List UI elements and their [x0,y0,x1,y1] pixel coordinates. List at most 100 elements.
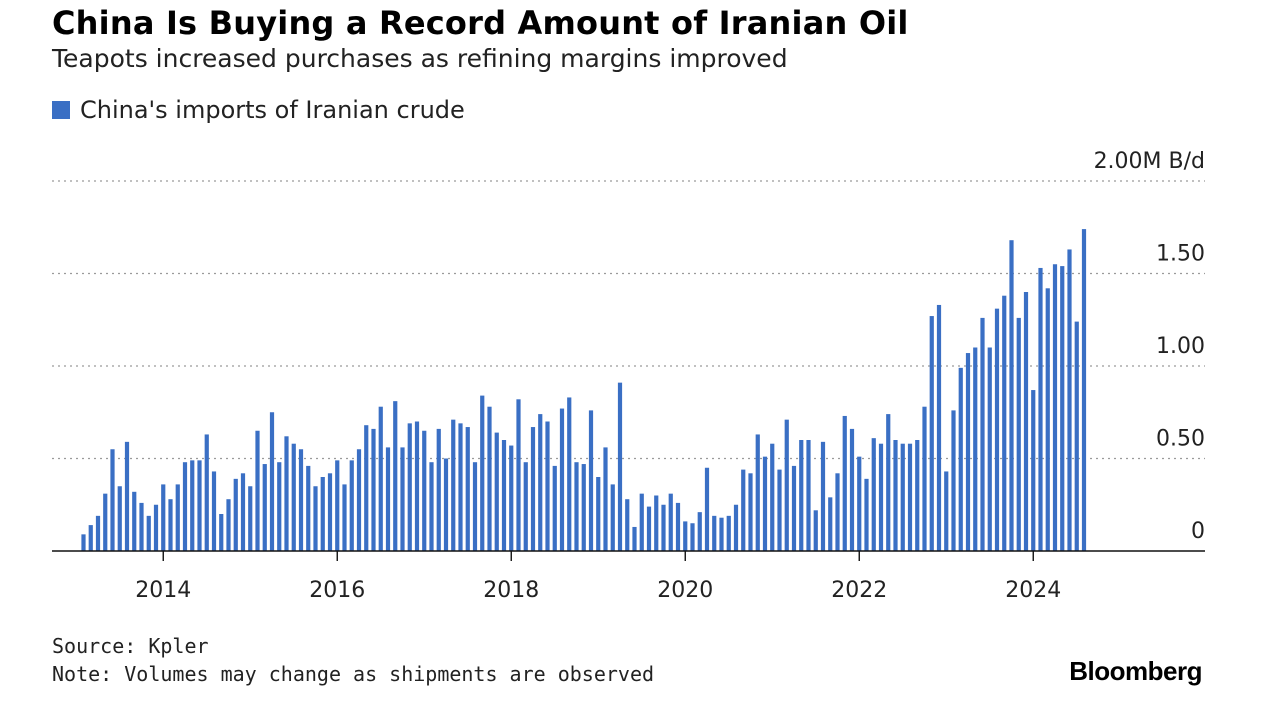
bar [414,421,420,551]
bar [994,308,1000,551]
bar [255,430,260,551]
bar [712,515,717,551]
bar [567,397,572,551]
bar [886,414,891,551]
bar [132,491,137,551]
chart-subtitle: Teapots increased purchases as refining … [52,44,788,73]
bar [161,484,166,551]
legend: China's imports of Iranian crude [52,96,465,124]
bar [806,440,811,551]
bar [849,428,855,551]
bar [973,347,978,551]
bar [284,436,289,551]
bar [1081,229,1087,551]
bar [182,462,188,551]
bar [342,484,347,551]
bar [487,406,492,551]
bar [190,460,195,551]
bar [646,506,652,551]
bar [581,464,586,551]
bar [219,514,224,551]
bar [726,515,731,551]
bar [371,428,376,551]
bar [378,406,383,551]
bar [907,443,913,551]
bar [298,449,304,551]
bar [820,441,826,551]
source-note: Source: Kpler [52,634,209,658]
bar [1052,264,1058,551]
bar [770,443,775,551]
bar [878,443,884,551]
chart-title: China Is Buying a Record Amount of Irani… [52,4,909,42]
bar [472,462,478,551]
x-tick-label: 2022 [831,578,887,603]
bar [110,449,115,551]
bar [400,447,405,551]
bar [146,515,151,551]
bar [124,441,130,551]
bar [516,399,521,551]
bar [233,478,238,551]
y-tick-label: 0.50 [1156,427,1205,452]
y-tick-label: 0 [1191,519,1205,544]
bar [574,462,579,551]
bar [639,493,644,551]
bar [320,477,325,551]
bar [777,469,782,551]
bar [393,401,398,551]
legend-label: China's imports of Iranian crude [80,96,465,124]
bar [1016,317,1021,551]
bar [480,395,485,551]
bar [153,504,159,551]
bar [625,499,630,551]
bar [422,430,427,551]
bar [552,465,557,551]
bar [458,423,463,551]
bar [690,523,695,551]
bar [139,502,144,551]
bar [429,462,434,551]
bar [306,465,311,551]
bar [697,512,702,551]
x-tick-label: 2024 [1005,578,1061,603]
bar [451,419,456,551]
bar [683,521,688,551]
bar [828,497,833,551]
bar [356,449,362,551]
bar [436,428,441,551]
bar [545,421,550,551]
bar [632,526,637,551]
x-tick-label: 2014 [135,578,191,603]
bar [81,534,86,551]
bar [327,473,333,551]
bar [349,460,354,551]
bar [364,425,369,551]
bar [175,484,180,551]
bar [1023,292,1029,551]
bar [277,462,282,551]
bar [103,493,108,551]
bar [741,469,746,551]
bar [965,353,971,551]
bar [987,347,992,551]
bar [538,414,543,551]
bar [1002,295,1007,551]
bar [900,443,905,551]
bar [893,440,898,551]
bar [958,367,963,551]
x-tick-label: 2020 [657,578,713,603]
bar [313,486,318,551]
bar [951,410,956,551]
x-tick-label: 2018 [483,578,539,603]
bar [610,484,615,551]
bar [784,419,789,551]
bar [262,464,267,551]
bar [654,495,659,551]
bar [864,478,869,551]
bars [81,229,1087,551]
bloomberg-logo: Bloomberg [1069,656,1202,686]
legend-swatch [52,101,70,119]
bar [226,499,231,551]
